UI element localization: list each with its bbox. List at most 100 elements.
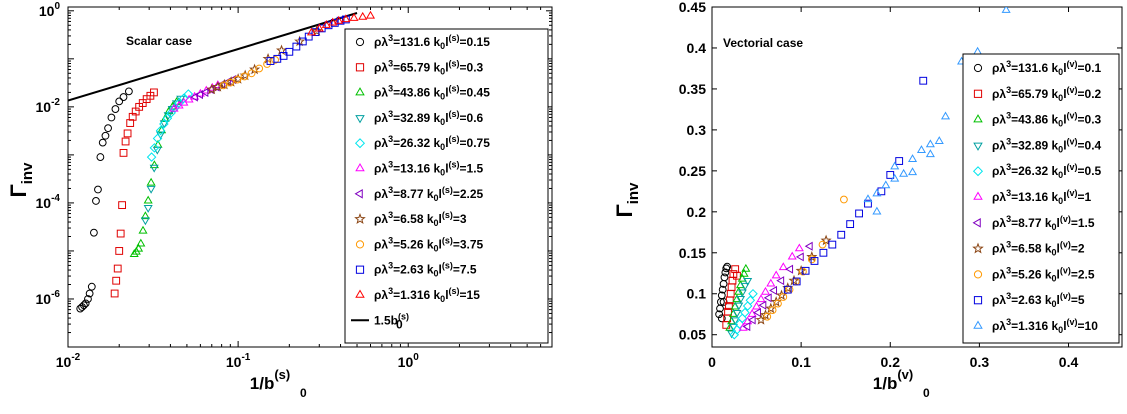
data-point: [732, 294, 742, 303]
data-point: [771, 270, 781, 279]
data-point: [115, 247, 124, 255]
data-point: [110, 289, 119, 298]
case-annotation: Scalar case: [126, 34, 192, 48]
plot-frame: [711, 6, 1123, 348]
legend-marker: [973, 142, 983, 151]
data-point: [334, 15, 344, 24]
data-point: [741, 263, 751, 272]
legend: ρλ3=131.6 k0l(v)=0.1 ρλ3=65.79 k0l(v)=0.2…: [962, 53, 1120, 344]
data-point: [298, 37, 307, 46]
x-tick-label: 0: [708, 354, 716, 370]
x-tick-label: 0.1: [791, 354, 811, 370]
data-point: [728, 276, 737, 285]
data-point: [776, 276, 785, 286]
data-point: [119, 93, 128, 101]
x-tick-label: 100: [398, 352, 420, 370]
y-tick-label: 0.45: [679, 0, 706, 15]
data-point: [233, 75, 242, 84]
data-point: [146, 177, 156, 186]
legend-entry-fit: 1.5b(s): [374, 311, 409, 327]
data-point: [159, 119, 169, 129]
data-point: [837, 230, 846, 239]
data-point: [763, 312, 772, 321]
data-point: [794, 243, 804, 252]
data-point: [769, 285, 778, 296]
data-point: [129, 249, 139, 257]
x-tick-label: 0.4: [1059, 354, 1079, 370]
data-point: [774, 299, 782, 308]
data-point: [271, 56, 280, 64]
data-point: [200, 87, 209, 97]
data-point: [314, 23, 324, 32]
legend-entry: ρλ3=131.6 k0l(v)=0.1: [992, 59, 1102, 77]
series-3: [140, 95, 186, 226]
data-point: [783, 285, 792, 294]
series-9: [266, 15, 350, 65]
data-point: [92, 197, 100, 205]
data-point: [111, 105, 120, 113]
data-point: [87, 282, 96, 291]
data-point: [792, 277, 801, 286]
data-point: [801, 266, 810, 275]
data-point: [107, 113, 116, 122]
data-point: [752, 301, 762, 310]
legend-entry: ρλ3=1.316 k0l(s)=15: [374, 286, 480, 304]
data-point: [747, 315, 756, 325]
data-point: [734, 286, 744, 295]
data-point: [846, 220, 855, 229]
data-point: [739, 268, 749, 277]
data-point: [113, 264, 122, 273]
data-point: [112, 276, 121, 285]
series-8: [763, 195, 848, 321]
series-9: [783, 76, 928, 294]
legend-marker: [355, 37, 365, 47]
y-tick-label: 0.35: [679, 81, 706, 97]
data-point: [349, 12, 359, 21]
data-point: [787, 251, 797, 260]
data-point: [212, 81, 224, 92]
data-point: [726, 289, 735, 298]
series-10: [863, 7, 1011, 215]
data-point: [240, 72, 249, 81]
legend-marker: [354, 189, 363, 199]
legend-entry: ρλ3=43.86 k0l(s)=0.45: [374, 84, 490, 102]
legend-entry: ρλ3=2.63 k0l(v)=5: [992, 291, 1085, 309]
series-0: [715, 262, 732, 323]
axis-ticks: [67, 7, 553, 348]
data-point: [807, 255, 816, 264]
legend-marker: [973, 270, 983, 279]
data-point: [178, 93, 189, 104]
data-point: [101, 131, 110, 140]
data-point: [143, 195, 153, 204]
data-point: [306, 27, 317, 36]
data-point: [149, 164, 159, 173]
fit-line: [68, 12, 358, 102]
data-point: [255, 64, 264, 73]
legend-marker: [355, 240, 365, 249]
series-6: [742, 241, 813, 332]
data-point: [321, 20, 331, 28]
legend-box: [344, 28, 549, 344]
legend-marker: [355, 289, 365, 298]
y-axis-label: Γinv: [612, 182, 642, 218]
data-point: [722, 264, 731, 273]
series-2: [129, 96, 182, 257]
y-tick-label: 0.05: [679, 327, 706, 343]
series-3: [727, 278, 753, 339]
legend-entry: ρλ3=8.77 k0l(v)=1.5: [992, 214, 1095, 232]
data-point: [723, 262, 732, 271]
legend-marker: [355, 63, 365, 72]
x-axis-label: 1/b(v): [873, 367, 913, 393]
legend-entry: ρλ3=43.86 k0l(v)=0.3: [992, 111, 1102, 129]
data-point: [116, 229, 125, 238]
legend-entry: ρλ3=1.316 k0l(v)=10: [992, 317, 1098, 335]
legend-marker: [973, 63, 983, 73]
data-point: [136, 238, 146, 247]
data-point: [740, 307, 750, 318]
data-point: [94, 185, 102, 194]
data-point: [763, 293, 772, 303]
data-point: [134, 243, 144, 252]
data-point: [890, 161, 900, 170]
data-point: [138, 99, 147, 107]
data-point: [907, 154, 918, 163]
